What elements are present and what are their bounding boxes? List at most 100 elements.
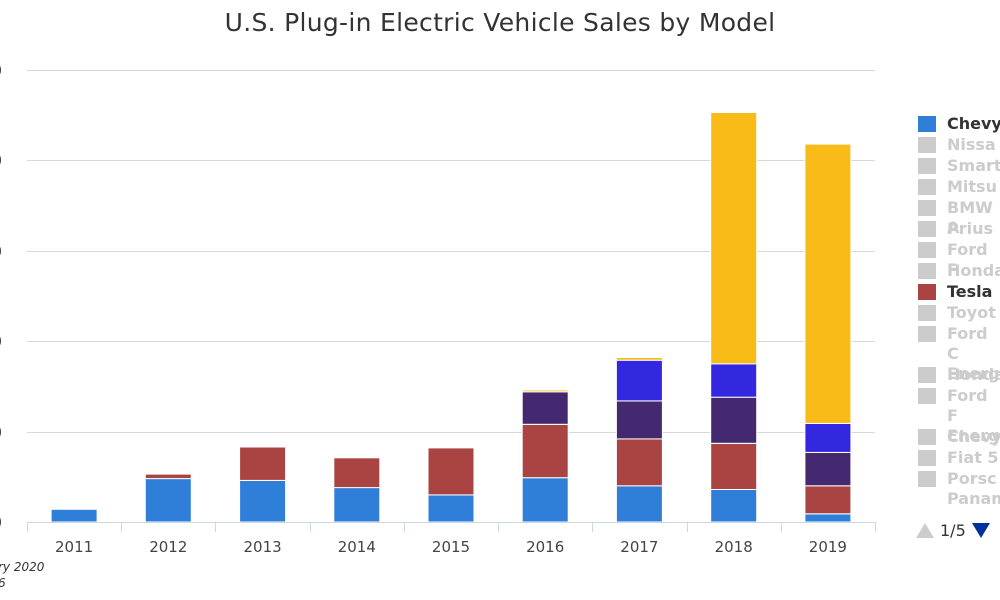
- bar-segment[interactable]: [427, 447, 475, 496]
- legend-label: Honda: [947, 261, 1000, 280]
- legend-swatch: [918, 263, 936, 279]
- legend-label: Hybri: [947, 510, 1000, 512]
- bar-segment[interactable]: [239, 446, 287, 481]
- legend-item[interactable]: Honda: [918, 261, 1000, 282]
- legend-swatch: [918, 429, 936, 445]
- bar-segment[interactable]: [333, 487, 381, 523]
- bar-segment[interactable]: [804, 423, 852, 453]
- legend-pagination: 1/5: [916, 521, 990, 540]
- x-tick-label: 2019: [809, 538, 847, 556]
- x-tick-label: 2014: [338, 538, 376, 556]
- legend-item[interactable]: Ford C Energ: [918, 324, 1000, 383]
- bar-segment[interactable]: [615, 357, 663, 361]
- legend-swatch: [918, 284, 936, 300]
- bar-segment[interactable]: [144, 473, 192, 480]
- legend-item[interactable]: Toyot: [918, 303, 1000, 324]
- bar-segment[interactable]: [804, 485, 852, 515]
- bar-segment[interactable]: [521, 391, 569, 425]
- bar-segment[interactable]: [710, 489, 758, 523]
- legend-next-icon[interactable]: [971, 523, 990, 538]
- legend-item[interactable]: Tesla: [918, 282, 1000, 303]
- legend-label: Smart: [947, 156, 1000, 175]
- x-tick-label: 2011: [55, 538, 93, 556]
- legend-label: Mitsu: [947, 177, 997, 196]
- bar-segment[interactable]: [710, 112, 758, 365]
- x-tick-label: 2018: [715, 538, 753, 556]
- credit-line-1: ry 2020: [0, 560, 45, 574]
- legend-label: Honda: [947, 365, 1000, 384]
- y-tick-label: 0: [0, 152, 2, 170]
- legend-label: BMW A: [947, 198, 993, 237]
- bar-segment[interactable]: [521, 423, 569, 479]
- legend-item[interactable]: Prius: [918, 219, 1000, 240]
- bar-segment[interactable]: [710, 396, 758, 444]
- legend-swatch: [918, 116, 936, 132]
- bar-segment[interactable]: [144, 478, 192, 523]
- legend-item[interactable]: Fiat 5: [918, 448, 1000, 469]
- bar-segment[interactable]: [804, 143, 852, 424]
- bar-segment[interactable]: [615, 485, 663, 523]
- bar-segment[interactable]: [804, 451, 852, 487]
- legend-item[interactable]: Porsc Panam: [918, 469, 1000, 510]
- legend-label: Tesla: [947, 282, 993, 301]
- bar-segment[interactable]: [615, 438, 663, 487]
- legend-label: Porsc Panam: [947, 469, 1000, 508]
- y-tick-label: 0: [0, 333, 2, 351]
- bar-segment[interactable]: [615, 359, 663, 402]
- legend-item[interactable]: BMW A: [918, 198, 1000, 237]
- legend-label: Chevy: [947, 427, 1000, 446]
- x-tick-label: 2013: [244, 538, 282, 556]
- legend-item[interactable]: Mitsu: [918, 177, 1000, 198]
- legend-item[interactable]: Ford F Energ: [918, 386, 1000, 445]
- bar-segment[interactable]: [615, 400, 663, 440]
- legend-item[interactable]: Chevy: [918, 427, 1000, 448]
- bar-segment[interactable]: [521, 389, 569, 393]
- x-tick-label: 2012: [149, 538, 187, 556]
- x-tick-label: 2016: [526, 538, 564, 556]
- legend-swatch: [918, 388, 936, 404]
- legend-label: Ford F: [947, 240, 988, 279]
- legend-swatch: [918, 137, 936, 153]
- legend-item[interactable]: Nissa: [918, 135, 1000, 156]
- legend-label: Chevy: [947, 114, 1000, 133]
- legend-item[interactable]: Smart: [918, 156, 1000, 177]
- legend-label: Prius: [947, 219, 994, 238]
- legend-page-indicator: 1/5: [940, 521, 966, 540]
- legend-label: Ford C Energ: [947, 324, 1000, 383]
- legend-item[interactable]: Honda: [918, 365, 1000, 386]
- legend-label: Toyot: [947, 303, 996, 322]
- y-tick-label: 0: [0, 514, 2, 532]
- bar-segment[interactable]: [50, 508, 98, 523]
- y-tick-label: 0: [0, 243, 2, 261]
- legend-swatch: [918, 242, 936, 258]
- legend-swatch: [918, 450, 936, 466]
- legend-item[interactable]: Chevy: [918, 114, 1000, 135]
- legend-swatch: [918, 158, 936, 174]
- legend-swatch: [918, 305, 936, 321]
- credit-line-2: 6: [0, 576, 6, 590]
- bars: [50, 112, 852, 523]
- legend-label: Ford F Energ: [947, 386, 1000, 445]
- x-tick-label: 2015: [432, 538, 470, 556]
- bar-segment[interactable]: [710, 442, 758, 490]
- legend-swatch: [918, 367, 936, 383]
- bar-segment[interactable]: [804, 513, 852, 523]
- legend-swatch: [918, 326, 936, 342]
- legend-swatch: [918, 471, 936, 487]
- legend-label: Fiat 5: [947, 448, 999, 467]
- legend-item[interactable]: Hybri: [918, 510, 1000, 512]
- legend-label: Nissa: [947, 135, 996, 154]
- legend-item[interactable]: Ford F: [918, 240, 1000, 279]
- bar-segment[interactable]: [710, 363, 758, 398]
- x-tick-label: 2017: [620, 538, 658, 556]
- bar-segment[interactable]: [521, 477, 569, 523]
- y-tick-label: 0: [0, 62, 2, 80]
- y-tick-label: 0: [0, 424, 2, 442]
- legend-swatch: [918, 179, 936, 195]
- bar-segment[interactable]: [427, 494, 475, 523]
- bar-segment[interactable]: [239, 479, 287, 523]
- bar-segment[interactable]: [333, 457, 381, 489]
- chart-title: U.S. Plug-in Electric Vehicle Sales by M…: [224, 8, 776, 37]
- legend-prev-icon[interactable]: [916, 523, 934, 538]
